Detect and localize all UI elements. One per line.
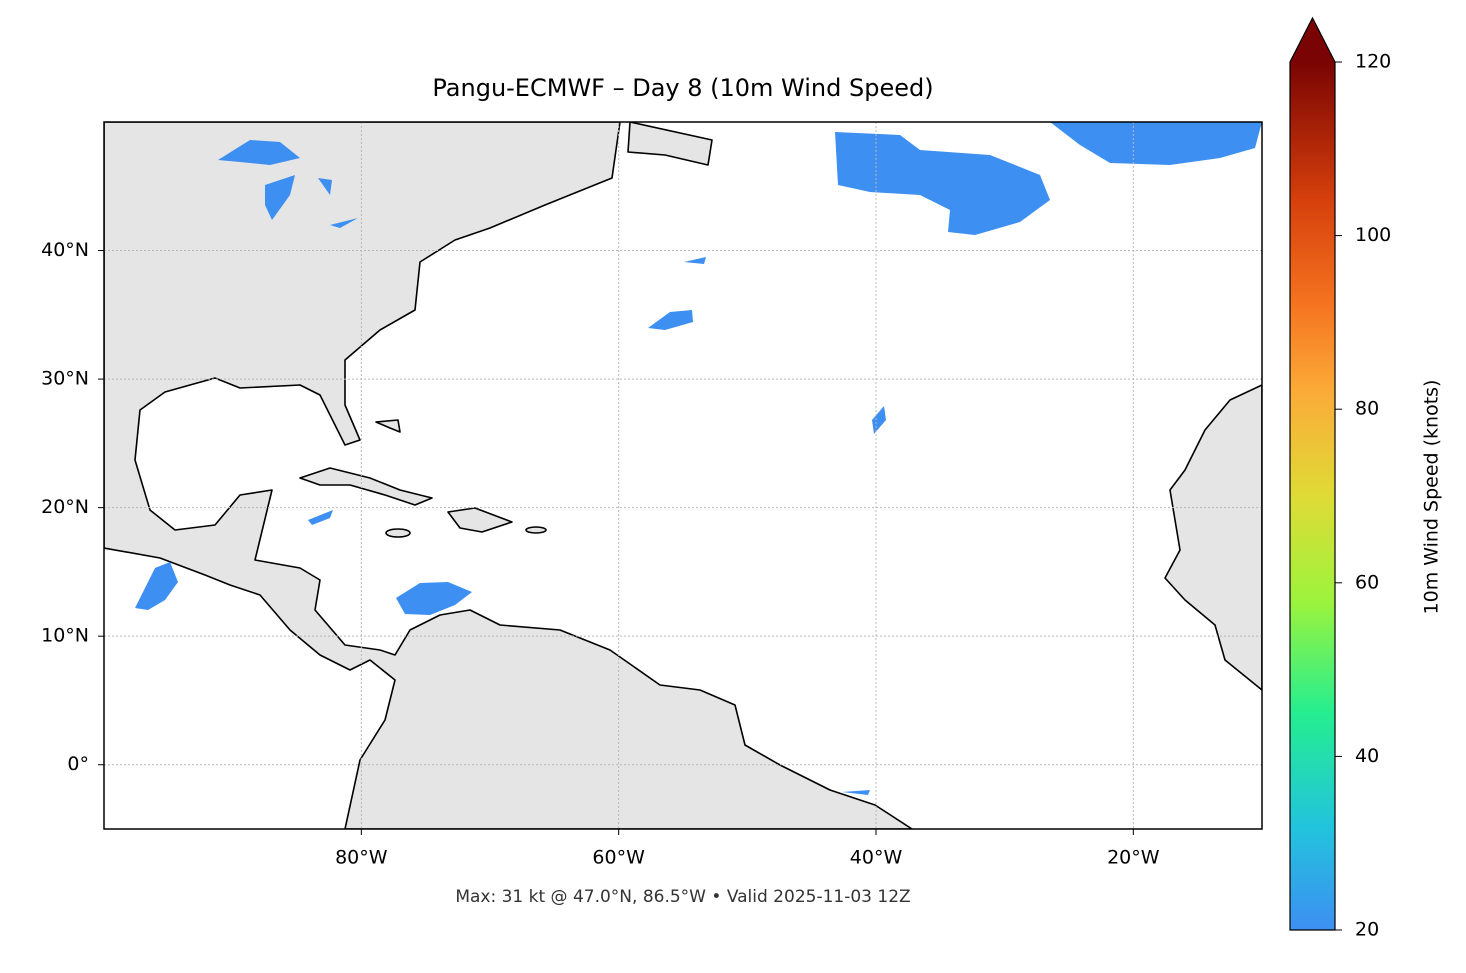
colorbar-tick-label: 80: [1355, 398, 1379, 420]
colorbar-frame: [1289, 16, 1336, 931]
colorbar-tick-label: 40: [1355, 745, 1379, 767]
map-title: Pangu-ECMWF – Day 8 (10m Wind Speed): [432, 74, 933, 102]
y-tick-label: 40°N: [41, 239, 89, 261]
y-tick-label: 20°N: [41, 496, 89, 518]
x-tick-label: 20°W: [1107, 847, 1160, 869]
colorbar-extend: [1290, 18, 1335, 62]
x-tick-label: 80°W: [335, 847, 388, 869]
wind-region: [218, 140, 358, 228]
y-tick-label: 0°: [67, 753, 89, 775]
americas: [104, 122, 913, 829]
colorbar: [1290, 62, 1335, 930]
hispaniola: [447, 507, 513, 533]
colorbar-tick-label: 100: [1355, 224, 1391, 246]
bahamas: [375, 419, 401, 433]
newfoundland: [627, 122, 713, 166]
y-tick-label: 10°N: [41, 625, 89, 647]
africa: [1164, 384, 1262, 691]
puerto-rico: [525, 526, 547, 534]
colorbar-tick-label: 20: [1355, 919, 1379, 941]
wind-region: [135, 562, 472, 615]
colorbar-tick-label: 60: [1355, 571, 1379, 593]
wind-region: [835, 132, 1050, 235]
footer-note: Max: 31 kt @ 47.0°N, 86.5°W • Valid 2025…: [455, 887, 910, 907]
colorbar-tick-label: 120: [1355, 51, 1391, 73]
wind-region: [1050, 122, 1262, 165]
y-tick-label: 30°N: [41, 368, 89, 390]
x-tick-label: 60°W: [592, 847, 645, 869]
map-frame: [103, 121, 1263, 830]
jamaica: [385, 528, 411, 538]
cuba: [299, 467, 433, 506]
x-tick-label: 40°W: [850, 847, 903, 869]
colorbar-label: 10m Wind Speed (knots): [1421, 380, 1443, 615]
map: [104, 122, 1262, 829]
